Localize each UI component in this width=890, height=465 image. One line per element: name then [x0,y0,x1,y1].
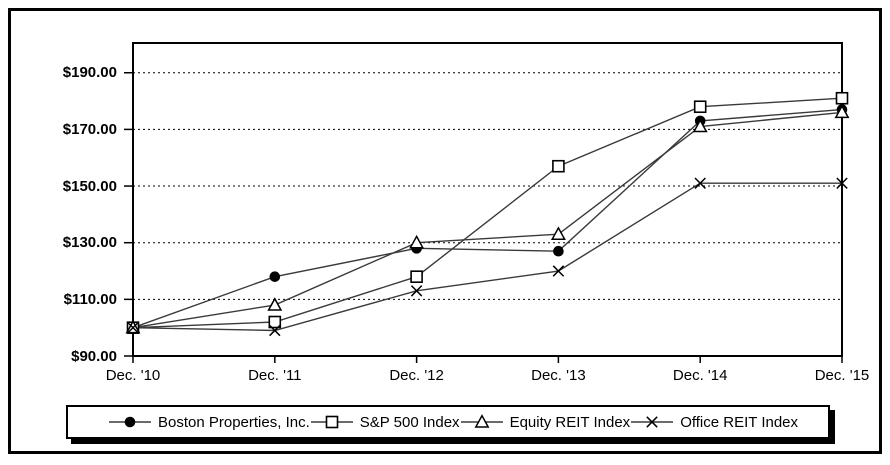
legend-marker-sample [109,416,151,428]
y-axis-label: $130.00 [62,234,117,252]
y-axis-label: $150.00 [62,177,117,195]
y-axis-label: $90.00 [71,347,117,365]
open-triangle-marker-icon [692,118,708,133]
legend-item-office-reit-index: Office REIT Index [630,414,798,431]
legend-item-s-p-500-index: S&P 500 Index [310,414,460,431]
x-axis-label: Dec. '13 [531,367,586,384]
open-square-marker-icon [410,270,423,283]
series-line-x-cross [132,182,842,332]
legend-item-equity-reit-index: Equity REIT Index [460,413,631,431]
y-axis-label: $110.00 [63,290,117,308]
x-axis-label: Dec. '11 [248,367,302,384]
open-square-marker-icon [325,415,339,429]
legend: Boston Properties, Inc. S&P 500 Index Equi… [66,405,830,439]
open-square-marker-icon [552,159,565,173]
y-axis-label: $170.00 [62,120,117,138]
plot-border [132,42,843,357]
y-axis-label: $190.00 [62,64,117,82]
x-cross-marker-icon [836,177,848,189]
x-cross-marker-icon [646,416,658,428]
x-axis-label: Dec. '14 [672,367,728,384]
filled-circle-marker-icon [553,245,564,257]
x-axis-label: Dec. '10 [105,367,161,384]
legend-marker-sample [631,416,674,428]
legend-label: Equity REIT Index [509,413,631,431]
legend-label: Boston Properties, Inc. [158,413,310,431]
x-cross-marker-icon [694,177,706,189]
filled-circle-marker-icon [269,271,281,282]
x-axis-label: Dec. '12 [389,367,444,384]
open-triangle-marker-icon [409,234,425,249]
open-triangle-marker-icon [267,297,283,311]
open-square-marker-icon [268,315,282,329]
legend-item-boston-properties-inc: Boston Properties, Inc. [108,414,310,431]
open-triangle-marker-icon [550,226,566,240]
x-axis-label: Dec. '15 [814,367,870,384]
series-line-open-triangle [132,111,843,329]
legend-label: Office REIT Index [680,413,799,431]
series-line-open-square [132,97,843,329]
x-cross-marker-icon [269,324,281,337]
open-square-marker-icon [835,91,849,105]
outer-frame [8,8,882,454]
open-triangle-marker-icon [474,414,490,428]
legend-label: S&P 500 Index [359,413,460,431]
filled-circle-marker-icon [124,416,136,428]
series-line-filled-circle [132,108,843,329]
x-cross-marker-icon [127,321,139,334]
x-cross-marker-icon [552,265,565,277]
open-square-marker-icon [693,100,707,114]
open-triangle-marker-icon [834,104,850,119]
x-cross-marker-icon [410,285,423,297]
legend-marker-sample [310,415,353,429]
legend-marker-sample [460,414,503,428]
